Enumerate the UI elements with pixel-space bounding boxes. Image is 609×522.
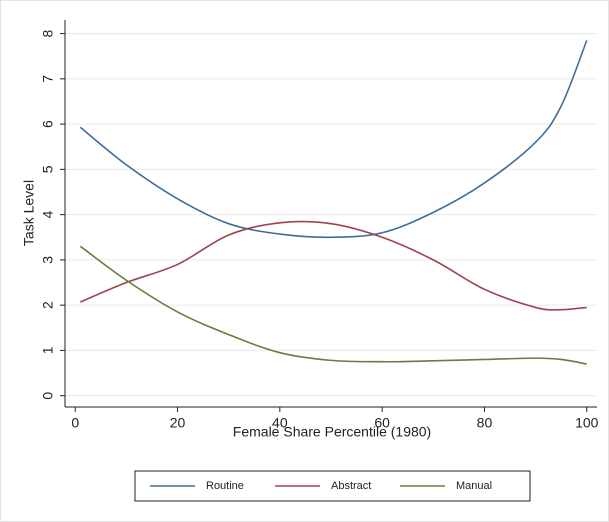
x-tick-label: 100 bbox=[575, 415, 599, 431]
y-tick-label: 6 bbox=[40, 120, 56, 128]
line bbox=[80, 220, 587, 311]
y-tick-label: 1 bbox=[40, 346, 56, 354]
line bbox=[79, 40, 588, 239]
legend-box bbox=[134, 470, 531, 502]
x-tick-label: 0 bbox=[71, 415, 79, 431]
x-tick-label: 40 bbox=[272, 415, 288, 431]
legend-label: Manual bbox=[456, 480, 492, 492]
x-axis-label: Female Share Percentile (1980) bbox=[233, 424, 431, 440]
line bbox=[79, 245, 587, 365]
y-tick-label: 0 bbox=[40, 392, 56, 400]
y-tick-label: 7 bbox=[40, 75, 56, 83]
y-tick-label: 8 bbox=[40, 29, 56, 37]
legend: Routine Abstract Manual bbox=[134, 470, 531, 502]
y-tick-label: 5 bbox=[40, 165, 56, 173]
legend-label: Routine bbox=[206, 480, 244, 492]
y-tick-label: 3 bbox=[40, 256, 56, 264]
x-tick-label: 80 bbox=[477, 415, 493, 431]
y-axis-label: Task Level bbox=[21, 180, 37, 246]
y-tick-label: 2 bbox=[40, 301, 56, 309]
x-tick-label: 20 bbox=[170, 415, 186, 431]
y-tick-label: 4 bbox=[40, 211, 56, 219]
x-tick-label: 60 bbox=[374, 415, 390, 431]
legend-label: Abstract bbox=[331, 480, 371, 492]
